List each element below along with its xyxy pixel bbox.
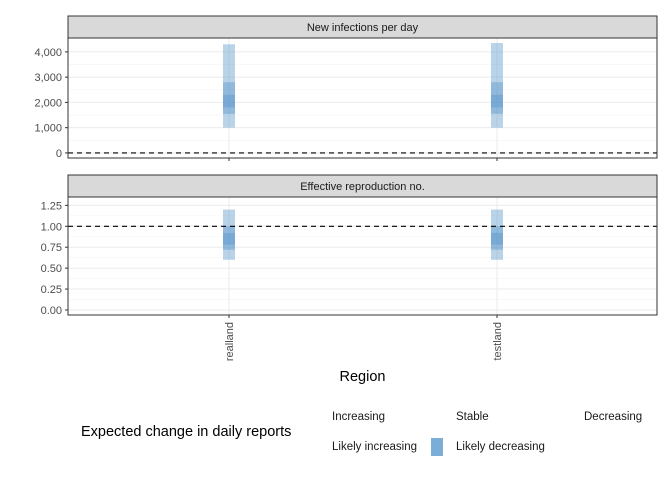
y-tick-label: 3,000 [34,72,62,84]
y-tick-label: 0.75 [41,242,62,254]
y-tick-label: 1,000 [34,123,62,135]
y-tick-label: 2,000 [34,97,62,109]
range-outer-testland [491,43,503,128]
legend-title: Expected change in daily reports [81,424,292,440]
y-tick-label: 0 [56,148,62,160]
legend-key-likely-decreasing [431,438,443,456]
panel-background [68,197,657,315]
legend-item-increasing: Increasing [332,411,386,423]
panel-background [68,38,657,158]
x-tick-label-realland: realland [224,322,236,361]
range-mid-realland [223,82,235,114]
range-mid-testland [491,226,503,250]
legend-item-likely-increasing: Likely increasing [332,441,418,453]
y-tick-label: 0.00 [41,305,62,317]
y-tick-label: 4,000 [34,47,62,59]
facet-strip [67,15,658,39]
legend-item-stable: Stable [456,411,489,423]
range-outer-realland [223,209,235,260]
facet-strip [67,174,658,198]
facet-title: New infections per day [307,22,419,34]
range-outer-realland [223,44,235,128]
y-tick-label: 0.25 [41,284,62,296]
x-axis-title: Region [340,369,386,385]
legend-item-likely-decreasing: Likely decreasing [456,441,545,453]
y-tick-label: 1.25 [41,200,62,212]
y-tick-label: 1.00 [41,221,62,233]
range-inner-realland [223,232,235,245]
y-tick-label: 0.50 [41,263,62,275]
range-inner-realland [223,94,235,108]
facet-title: Effective reproduction no. [300,181,425,193]
range-inner-testland [491,94,503,108]
range-inner-testland [491,232,503,245]
x-tick-label-testland: testland [492,322,504,361]
legend-item-decreasing: Decreasing [584,411,643,423]
range-mid-realland [223,226,235,250]
range-mid-testland [491,82,503,114]
range-outer-testland [491,209,503,260]
